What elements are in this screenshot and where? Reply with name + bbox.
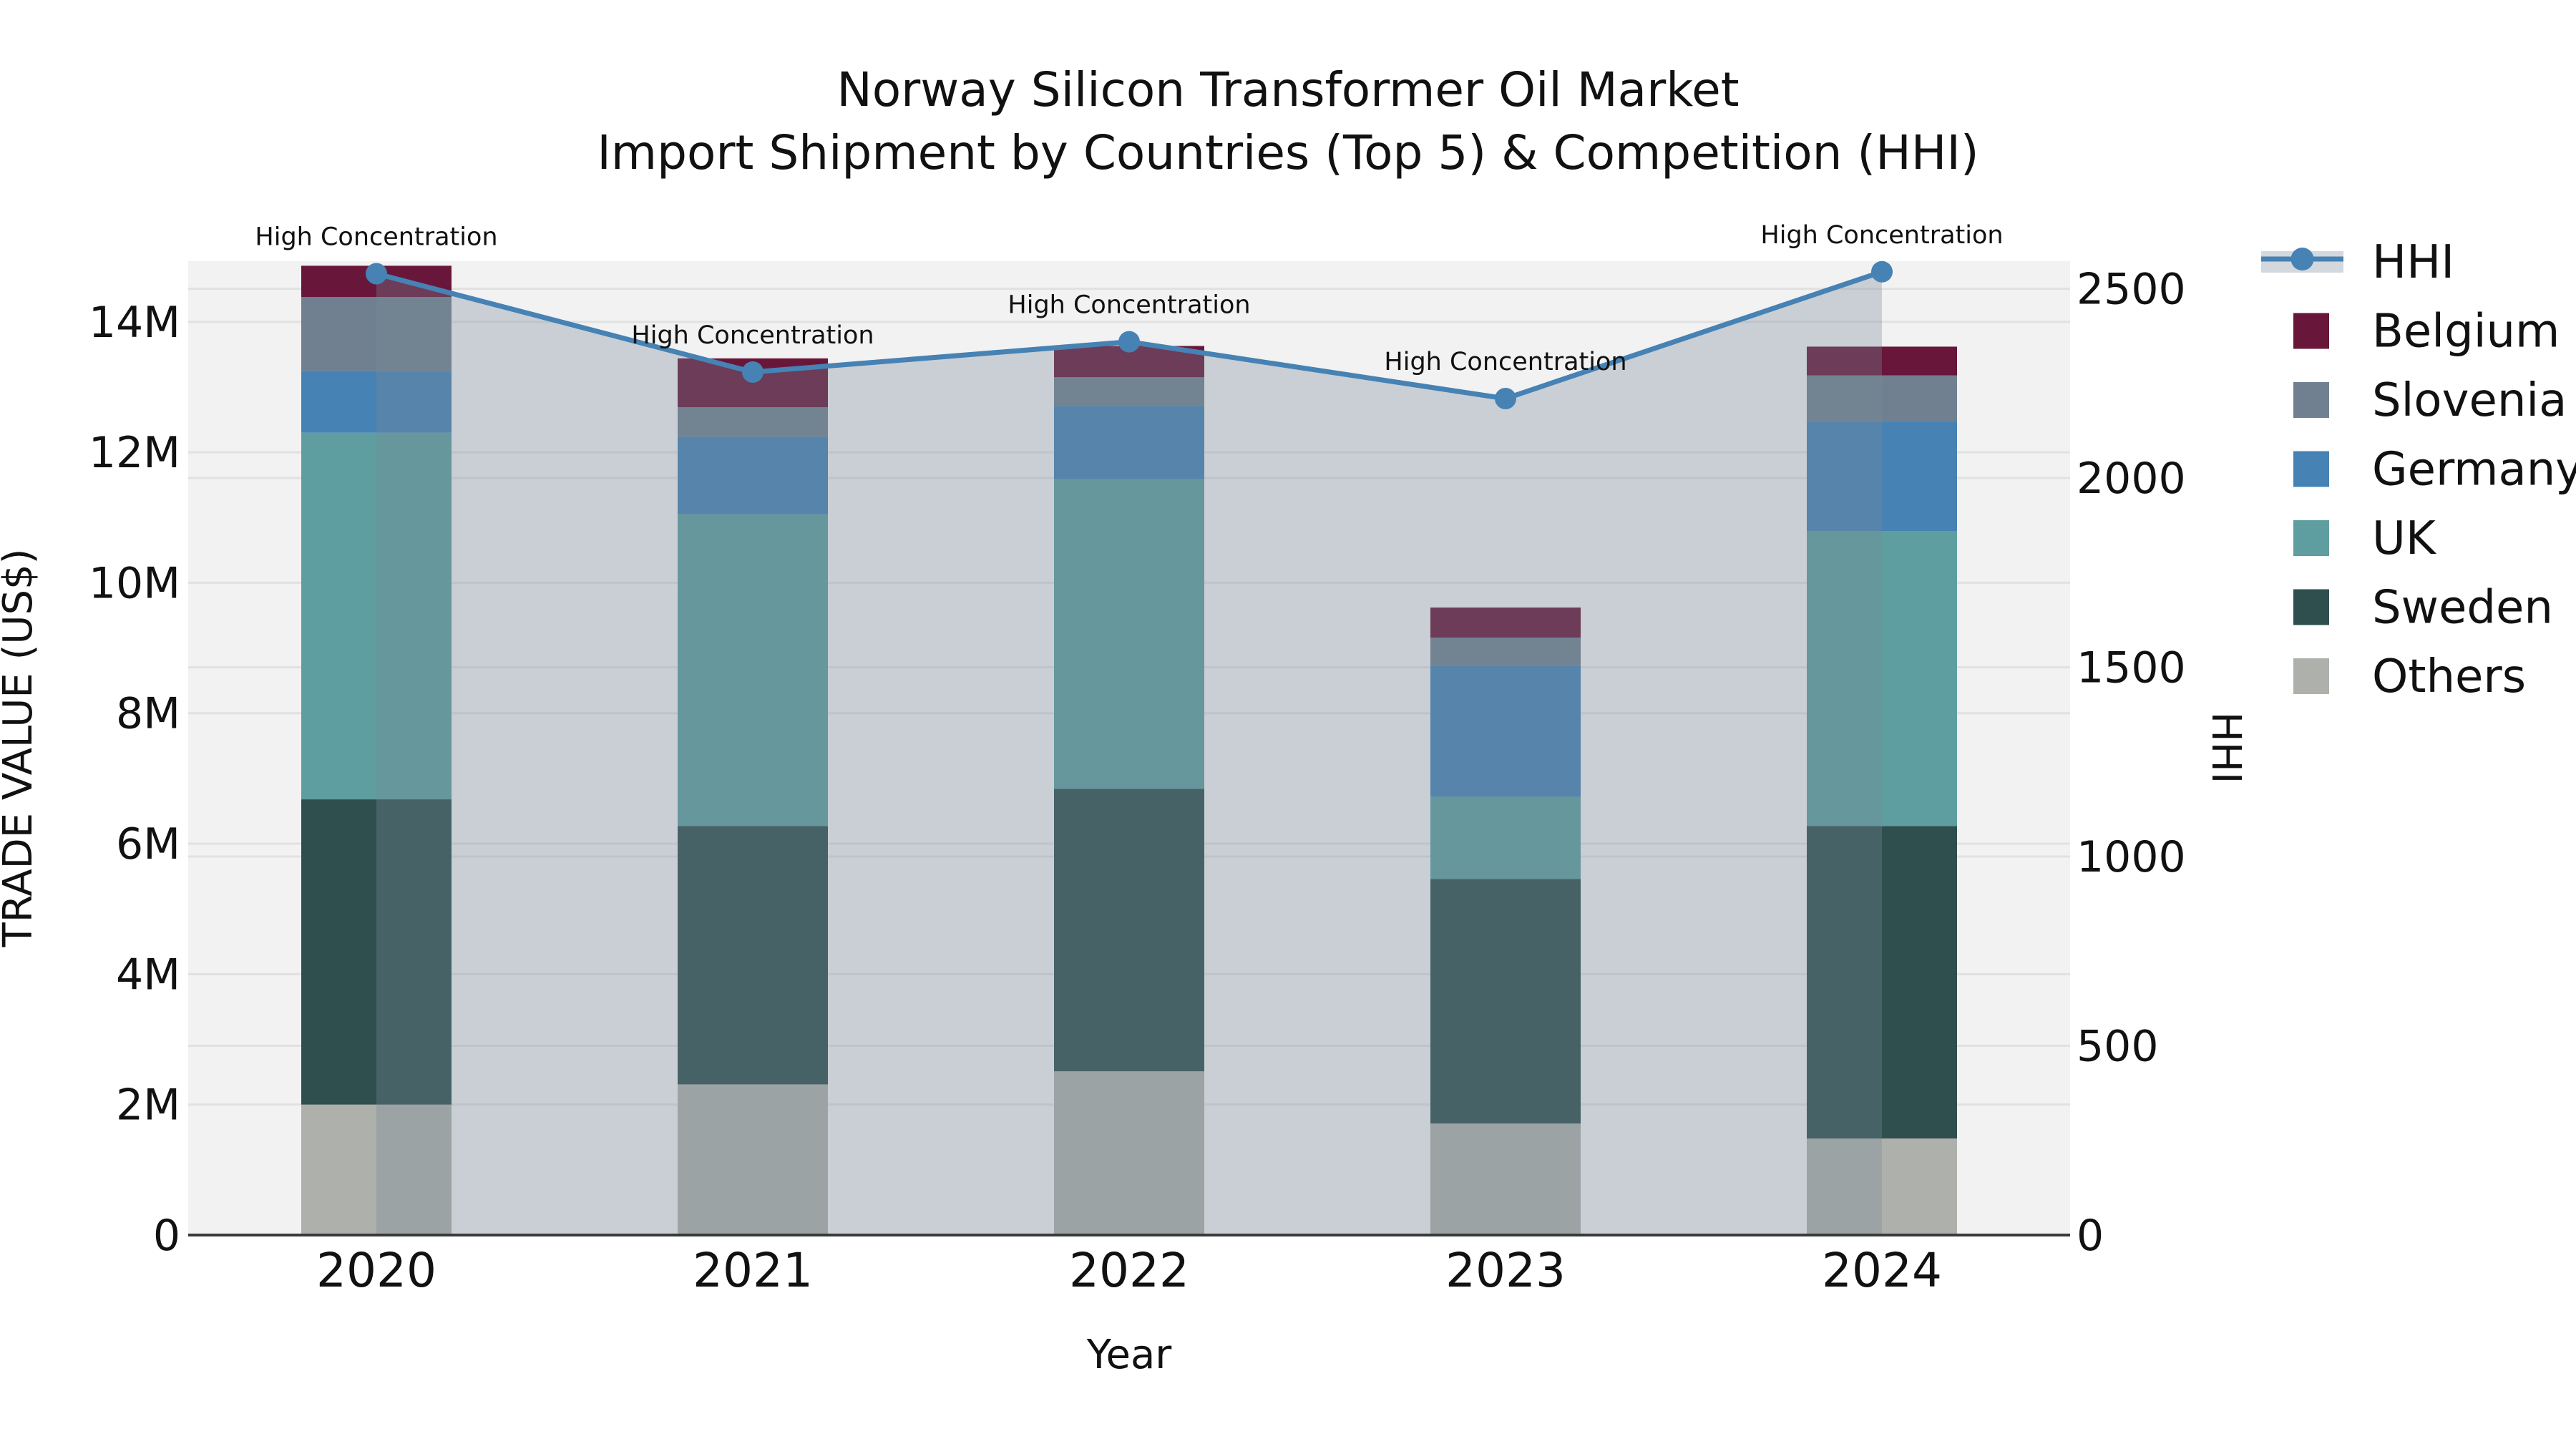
y-left-tick-8M: 8M <box>116 689 180 739</box>
bar-segment-slovenia-2021 <box>678 407 828 437</box>
hhi-marker-2020 <box>366 263 387 285</box>
legend-item-others: Others <box>2293 650 2526 703</box>
bar-segment-sweden-2020 <box>301 799 452 1105</box>
x-tick-2022: 2022 <box>1069 1243 1189 1298</box>
bar-segment-germany-2020 <box>301 371 452 433</box>
legend-item-slovenia: Slovenia <box>2293 374 2567 427</box>
annotation-high-concentration-2023: High Concentration <box>1384 348 1626 376</box>
annotation-high-concentration-2024: High Concentration <box>1760 221 2003 250</box>
legend-item-hhi: HHI <box>2261 236 2454 289</box>
bar-segment-germany-2021 <box>678 436 828 514</box>
bar-segment-belgium-2023 <box>1430 608 1581 638</box>
legend-hhi-marker-sample <box>2290 248 2314 270</box>
bar-segment-sweden-2024 <box>1807 826 1957 1139</box>
bar-segment-slovenia-2020 <box>301 297 452 371</box>
chart-title-line1: Norway Silicon Transformer Oil Market <box>836 62 1739 117</box>
bar-segment-germany-2024 <box>1807 421 1957 532</box>
legend-swatch-uk <box>2293 520 2329 556</box>
hhi-marker-2023 <box>1495 388 1516 410</box>
bar-segment-others-2023 <box>1430 1123 1581 1235</box>
bar-segment-uk-2022 <box>1054 479 1204 789</box>
y-left-tick-12M: 12M <box>89 428 180 478</box>
legend-label-belgium: Belgium <box>2372 306 2560 358</box>
legend-label-others: Others <box>2372 650 2526 703</box>
hhi-area-fill <box>376 271 1882 1235</box>
hhi-marker-2024 <box>1871 260 1893 283</box>
chart-title-line2: Import Shipment by Countries (Top 5) & C… <box>597 125 1979 180</box>
y-left-tick-6M: 6M <box>116 819 180 869</box>
hhi-marker-2021 <box>742 361 763 383</box>
annotation-high-concentration-2021: High Concentration <box>631 321 874 350</box>
legend-label-germany: Germany <box>2372 444 2576 497</box>
x-tick-2021: 2021 <box>693 1243 813 1298</box>
bar-segment-others-2022 <box>1054 1071 1204 1235</box>
y-left-tick-14M: 14M <box>89 298 180 348</box>
y-right-tick-0: 0 <box>2077 1211 2104 1261</box>
legend-swatch-slovenia <box>2293 382 2329 418</box>
bar-segment-uk-2023 <box>1430 796 1581 879</box>
legend-item-uk: UK <box>2293 512 2437 565</box>
y-right-tick-2500: 2500 <box>2077 265 2186 315</box>
y-left-tick-2M: 2M <box>116 1080 180 1131</box>
bar-segment-germany-2023 <box>1430 665 1581 797</box>
legend-swatch-germany <box>2293 451 2329 487</box>
bar-segment-slovenia-2023 <box>1430 637 1581 666</box>
legend-item-sweden: Sweden <box>2293 582 2553 635</box>
legend-label-sweden: Sweden <box>2372 582 2553 635</box>
legend-item-germany: Germany <box>2293 444 2576 497</box>
bar-segment-sweden-2021 <box>678 826 828 1085</box>
x-axis-label: Year <box>1086 1332 1173 1378</box>
bar-segment-slovenia-2022 <box>1054 377 1204 406</box>
bar-segment-sweden-2023 <box>1430 879 1581 1124</box>
y-right-tick-2000: 2000 <box>2077 454 2186 504</box>
bar-segment-uk-2024 <box>1807 531 1957 826</box>
y-right-tick-500: 500 <box>2077 1022 2159 1072</box>
bar-segment-sweden-2022 <box>1054 789 1204 1072</box>
y-right-tick-1000: 1000 <box>2077 832 2186 882</box>
legend-label-slovenia: Slovenia <box>2372 374 2567 427</box>
y-right-axis-label: HHI <box>2202 712 2249 784</box>
legend-item-belgium: Belgium <box>2293 306 2560 358</box>
bar-segment-germany-2022 <box>1054 406 1204 479</box>
y-left-tick-0: 0 <box>153 1211 180 1261</box>
legend-swatch-sweden <box>2293 589 2329 625</box>
y-right-tick-1500: 1500 <box>2077 643 2186 693</box>
bar-segment-uk-2021 <box>678 514 828 826</box>
bar-segment-slovenia-2024 <box>1807 375 1957 421</box>
annotation-high-concentration-2020: High Concentration <box>255 223 497 251</box>
bar-segment-others-2020 <box>301 1104 452 1235</box>
bar-segment-others-2021 <box>678 1084 828 1235</box>
legend-label-hhi: HHI <box>2372 236 2454 289</box>
y-left-tick-4M: 4M <box>116 950 180 1000</box>
bar-segment-uk-2020 <box>301 432 452 800</box>
x-tick-2020: 2020 <box>316 1243 436 1298</box>
hhi-marker-2022 <box>1118 331 1140 353</box>
x-tick-2023: 2023 <box>1445 1243 1566 1298</box>
legend-swatch-others <box>2293 658 2329 694</box>
x-tick-2024: 2024 <box>1822 1243 1942 1298</box>
bar-segment-belgium-2024 <box>1807 346 1957 376</box>
legend-swatch-belgium <box>2293 313 2329 349</box>
annotation-high-concentration-2022: High Concentration <box>1008 291 1250 320</box>
y-left-axis-label: TRADE VALUE (US$) <box>0 549 42 948</box>
bar-segment-others-2024 <box>1807 1138 1957 1235</box>
legend-label-uk: UK <box>2372 512 2437 565</box>
y-left-tick-10M: 10M <box>89 558 180 608</box>
